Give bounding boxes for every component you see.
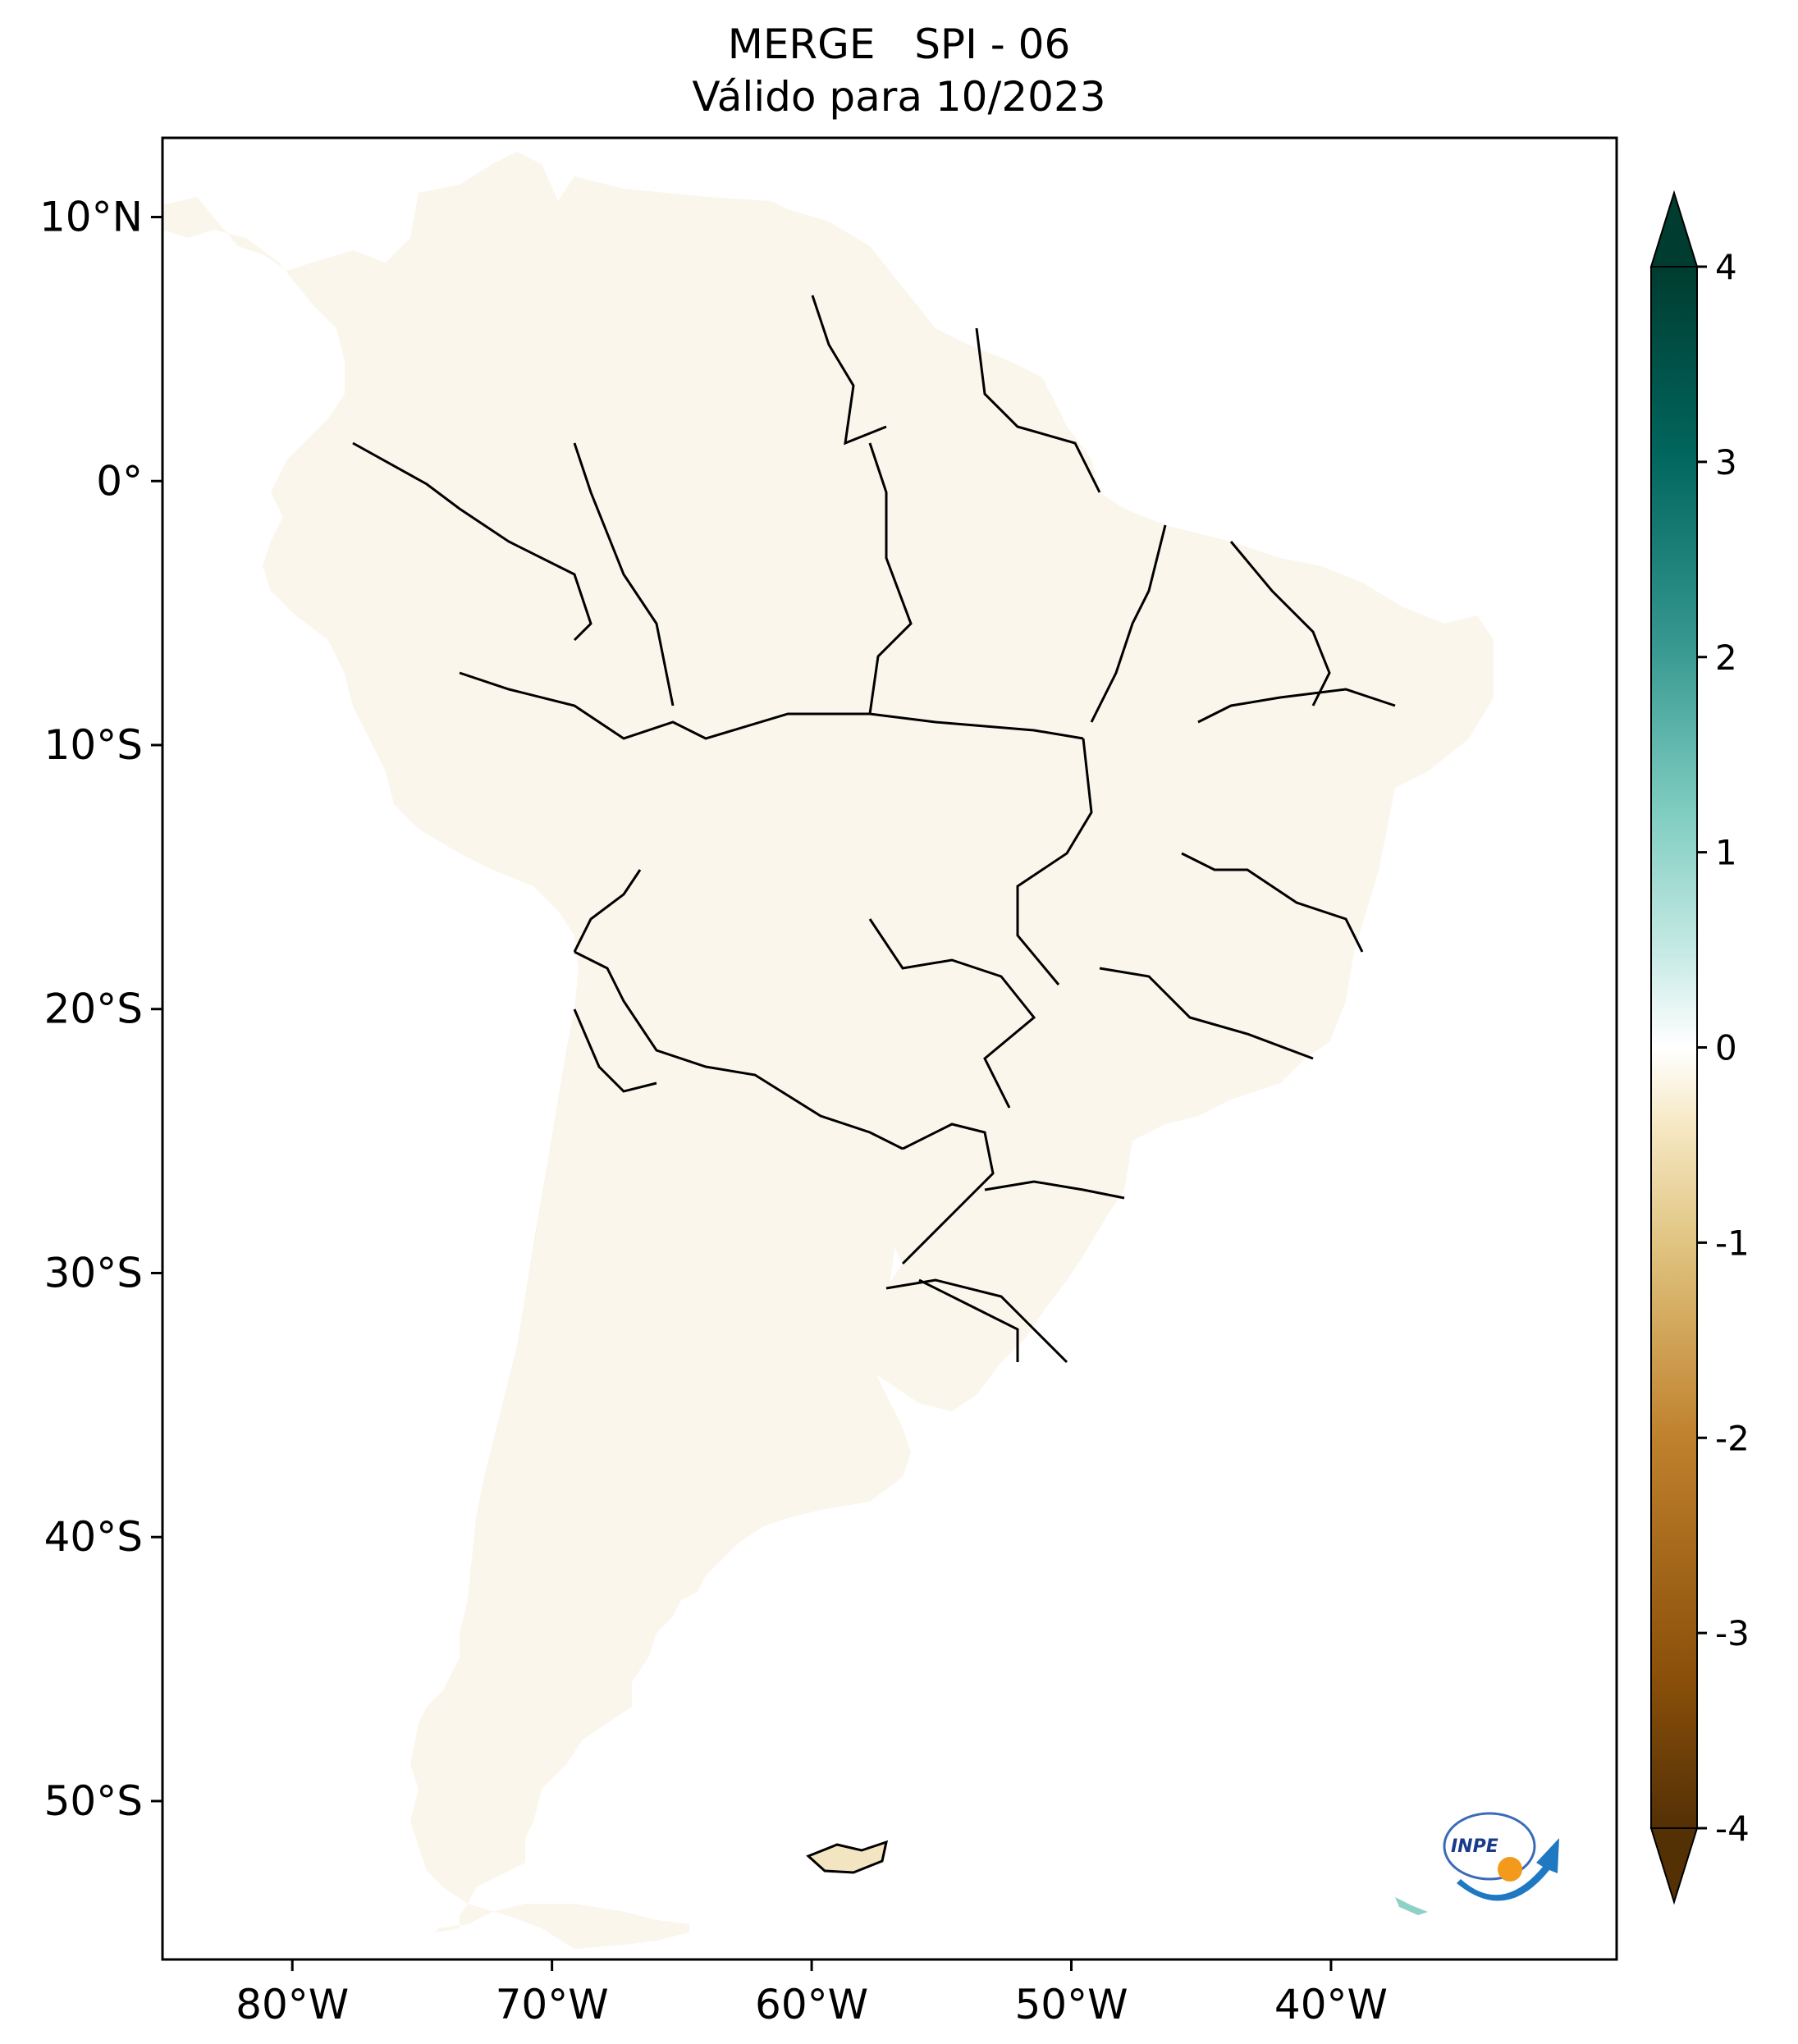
colorbar-tick-label: -1 [1715, 1223, 1750, 1263]
y-tick-label: 50°S [44, 1777, 143, 1825]
colorbar-tick-label: -3 [1715, 1613, 1750, 1653]
colorbar-extend-min [1649, 1827, 1699, 1905]
y-tick-label: 10°S [44, 721, 143, 769]
x-tick-label: 60°W [755, 1981, 868, 2028]
colorbar-extend-max [1649, 190, 1699, 268]
x-tick-label: 80°W [236, 1981, 349, 2028]
colorbar-tick-label: 1 [1715, 833, 1737, 873]
colorbar: 4 3 2 1 0 -1 -2 -3 -4 [1649, 190, 1750, 1905]
political-borders [162, 150, 1495, 1950]
y-tick-label: 30°S [44, 1249, 143, 1296]
colorbar-tick-label: -4 [1715, 1809, 1750, 1849]
title-line-2: Válido para 10/2023 [692, 73, 1106, 121]
x-tick-label: 70°W [496, 1981, 609, 2028]
colorbar-gradient [1650, 266, 1698, 1829]
y-tick-label: 40°S [44, 1513, 143, 1561]
title-line-1: MERGE SPI - 06 [727, 21, 1071, 68]
inpe-logo: INPE [1443, 1812, 1559, 1901]
x-tick-label: 40°W [1274, 1981, 1388, 2028]
y-tick-label: 10°N [39, 194, 143, 241]
x-tick-label: 50°W [1014, 1981, 1128, 2028]
south-georgia [1395, 1897, 1428, 1915]
map-title: MERGE SPI - 06 Válido para 10/2023 [0, 18, 1798, 123]
colorbar-tick-label: 3 [1715, 442, 1737, 482]
colorbar-tick-label: -2 [1715, 1418, 1750, 1458]
y-tick-label: 20°S [44, 985, 143, 1033]
falkland-islands [806, 1840, 889, 1874]
map-frame [161, 136, 1618, 1961]
y-tick-label: 0° [96, 457, 143, 505]
axis-ticks: 80°W 70°W 60°W 50°W 40°W 10°N 0° 10°S 20°S 30°S 40… [39, 194, 1388, 2028]
colorbar-tick-label: 4 [1715, 247, 1737, 287]
colorbar-tick-label: 0 [1715, 1028, 1737, 1068]
colorbar-tick-label: 2 [1715, 638, 1737, 678]
svg-text:INPE: INPE [1451, 1836, 1498, 1857]
